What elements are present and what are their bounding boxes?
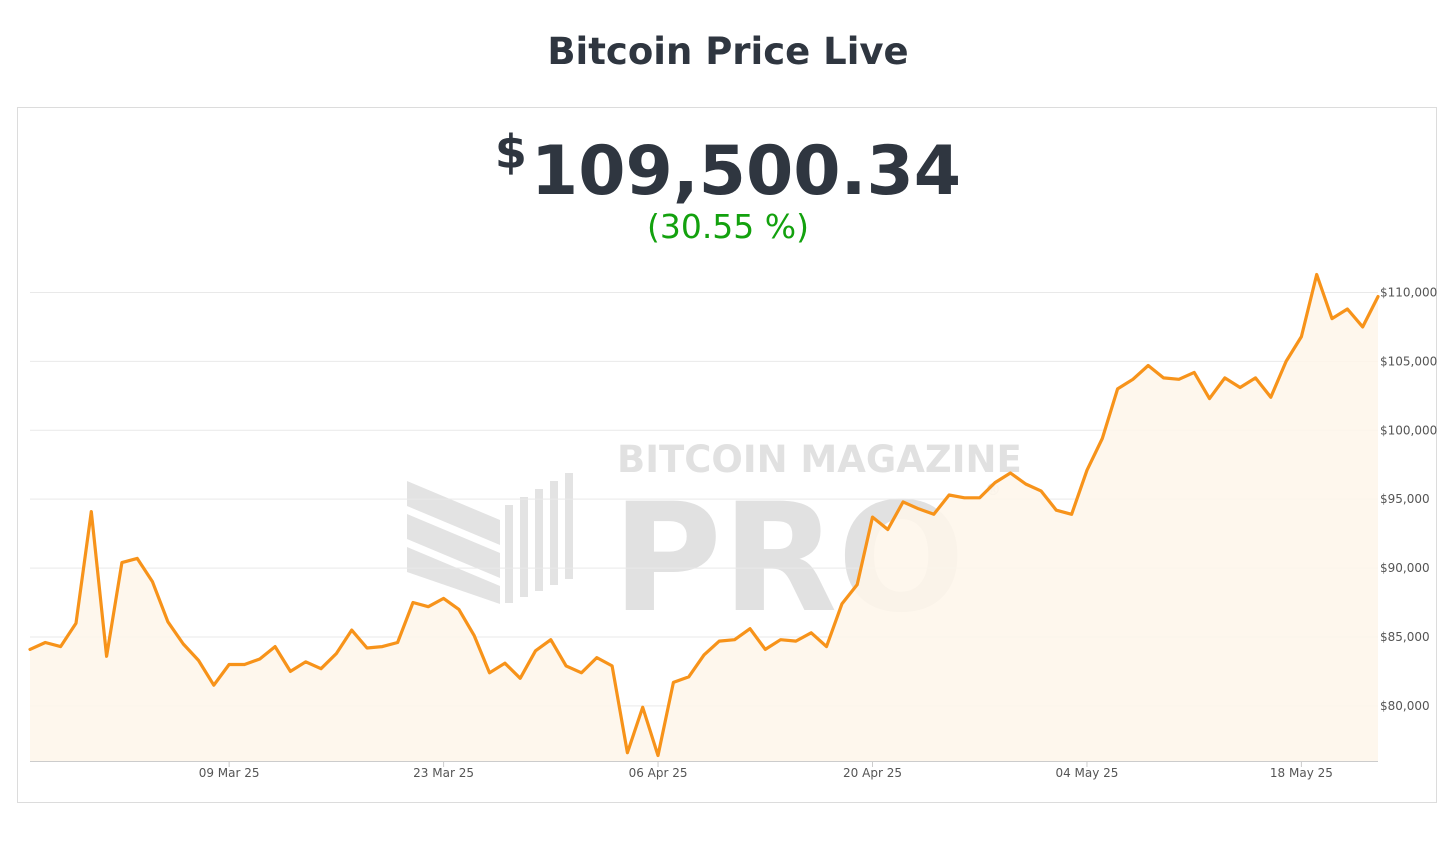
y-axis-ticks: $80,000 $85,000 $90,000 $95,000 $100,000 $105… [1380,285,1437,712]
y-tick-label: $95,000 [1380,492,1430,506]
x-tick-label: 04 May 25 [1055,766,1118,780]
y-tick-label: $100,000 [1380,423,1437,437]
x-tick-label: 09 Mar 25 [199,766,260,780]
y-tick-label: $105,000 [1380,354,1437,368]
y-tick-label: $80,000 [1380,699,1430,713]
price-value: 109,500.34 [530,132,962,211]
x-axis-ticks: 09 Mar 25 23 Mar 25 06 Apr 25 20 Apr 25 04 M… [199,761,1333,780]
x-tick-label: 06 Apr 25 [629,766,688,780]
price-line[interactable] [28,272,1380,758]
watermark-line1: BITCOIN MAGAZINE [617,438,1022,481]
price-change: (30.55 %) [646,207,810,246]
price-display: $109,500.34 [0,125,1456,211]
y-tick-label: $90,000 [1380,561,1430,575]
watermark-stripes-icon [407,473,573,604]
x-tick-label: 20 Apr 25 [843,766,902,780]
x-tick-label: 23 Mar 25 [413,766,474,780]
currency-symbol: $ [494,125,527,179]
y-tick-label: $85,000 [1380,630,1430,644]
x-tick-label: 18 May 25 [1270,766,1333,780]
page-title: Bitcoin Price Live [547,30,909,73]
y-tick-label: $110,000 [1380,285,1437,299]
price-area [30,274,1378,761]
